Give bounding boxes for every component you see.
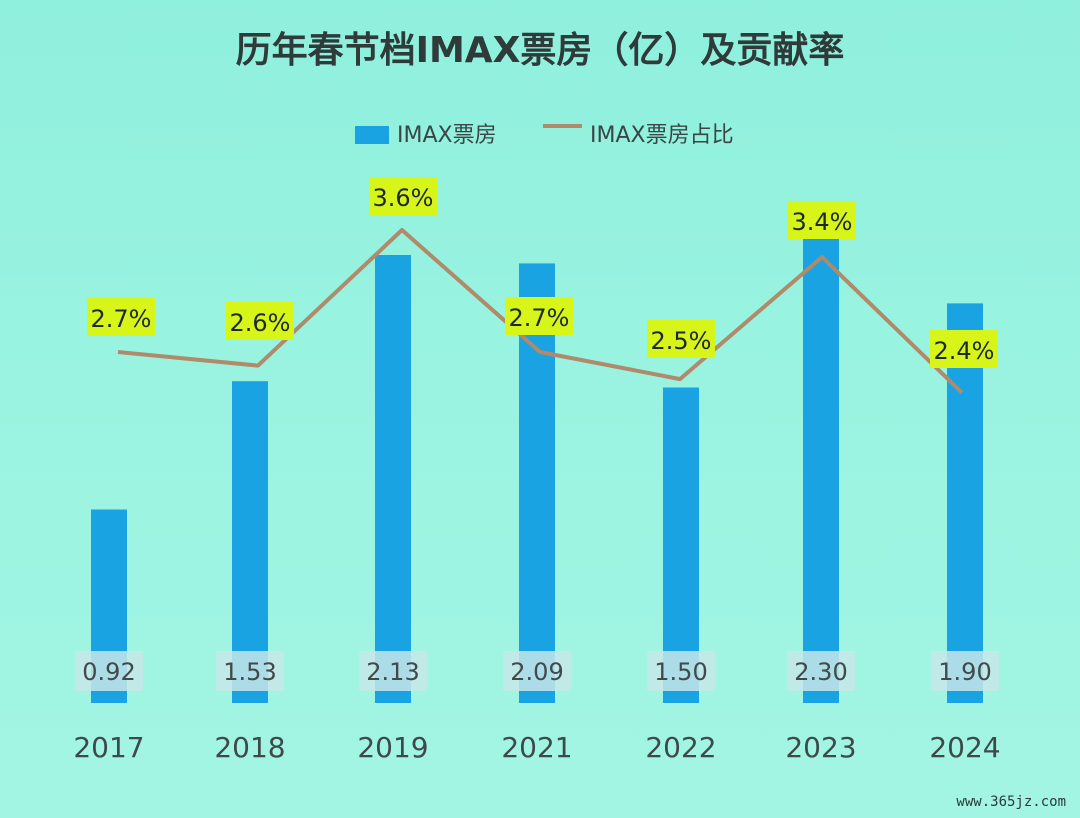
percent-box-2021 (505, 297, 573, 335)
ratio-line (117, 228, 964, 395)
bars-group (91, 219, 983, 703)
x-tick-2018: 2018 (214, 731, 285, 764)
bar-2023 (803, 219, 839, 703)
bar-value-label-2021: 2.09 (510, 658, 563, 686)
x-tick-2017: 2017 (73, 731, 144, 764)
percent-label-2023: 3.4% (792, 208, 853, 236)
bar-value-box-2019 (359, 651, 427, 691)
bar-value-label-2017: 0.92 (82, 658, 135, 686)
legend: IMAX票房 IMAX票房占比 (355, 123, 734, 148)
percent-label-2022: 2.5% (651, 327, 712, 355)
x-tick-2023: 2023 (785, 731, 856, 764)
bar-value-label-2024: 1.90 (938, 658, 991, 686)
percent-label-2017: 2.7% (91, 305, 152, 333)
percent-box-2019 (369, 177, 437, 215)
value-labels-group: 0.92 1.53 2.13 2.09 1.50 2.30 1.90 (75, 651, 999, 691)
bar-value-label-2022: 1.50 (654, 658, 707, 686)
bar-2022 (663, 387, 699, 703)
bar-2024 (947, 303, 983, 703)
x-tick-2019: 2019 (357, 731, 428, 764)
x-axis-ticks: 2017 2018 2019 2021 2022 2023 2024 (73, 731, 1000, 764)
percent-box-2023 (788, 201, 856, 239)
bar-value-box-2018 (216, 651, 284, 691)
chart-title: 历年春节档IMAX票房（亿）及贡献率 (236, 30, 845, 71)
legend-bar-swatch (355, 126, 389, 144)
percent-labels-group: 2.7% 2.6% 3.6% 2.7% 2.5% 3.4% 2.4% (87, 177, 998, 368)
bar-value-label-2018: 1.53 (223, 658, 276, 686)
percent-box-2017 (87, 298, 155, 336)
percent-label-2018: 2.6% (230, 309, 291, 337)
x-tick-2022: 2022 (645, 731, 716, 764)
percent-label-2021: 2.7% (509, 304, 570, 332)
percent-label-2019: 3.6% (373, 184, 434, 212)
bar-2019 (375, 255, 411, 703)
bar-value-label-2023: 2.30 (794, 658, 847, 686)
percent-box-2024 (930, 330, 998, 368)
watermark: www.365jz.com (956, 794, 1066, 810)
percent-box-2018 (226, 302, 294, 340)
legend-bar-label: IMAX票房 (397, 123, 497, 148)
bar-value-label-2019: 2.13 (366, 658, 419, 686)
x-tick-2021: 2021 (501, 731, 572, 764)
percent-box-2022 (647, 320, 715, 358)
bar-value-box-2022 (647, 651, 715, 691)
bar-value-box-2017 (75, 651, 143, 691)
x-tick-2024: 2024 (929, 731, 1000, 764)
bar-value-box-2024 (931, 651, 999, 691)
bar-value-box-2023 (787, 651, 855, 691)
legend-line-label: IMAX票房占比 (590, 123, 734, 148)
bar-2018 (232, 381, 268, 703)
bar-value-box-2021 (503, 651, 571, 691)
percent-label-2024: 2.4% (934, 337, 995, 365)
